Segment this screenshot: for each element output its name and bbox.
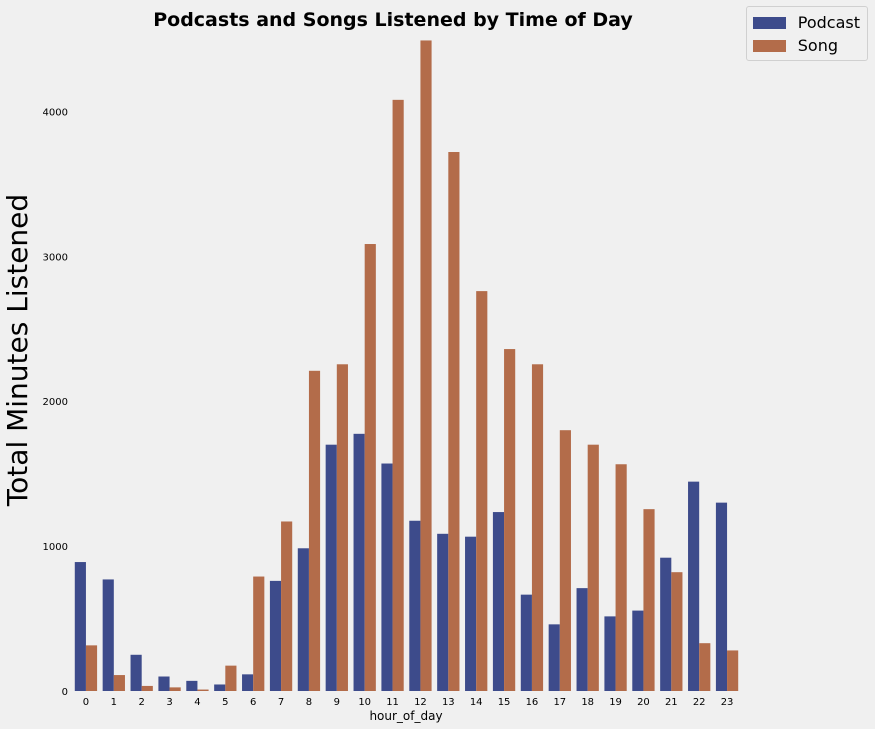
bar-song-9 [336, 364, 348, 691]
y-tick-label: 4000 [43, 107, 68, 118]
x-tick-label: 20 [637, 697, 650, 708]
bar-podcast-7 [269, 580, 282, 691]
x-tick-label: 12 [414, 697, 427, 708]
y-axis-label: Total Minutes Listened [1, 194, 34, 507]
x-tick-label: 4 [194, 697, 200, 708]
y-tick-label: 3000 [43, 252, 68, 263]
chart-title: Podcasts and Songs Listened by Time of D… [153, 9, 633, 31]
bar-podcast-23 [715, 502, 728, 691]
bar-podcast-22 [688, 481, 700, 691]
x-tick-label: 22 [693, 697, 706, 708]
bar-song-11 [392, 99, 404, 692]
bar-song-4 [197, 689, 209, 691]
x-tick-label: 3 [166, 697, 172, 708]
bar-song-0 [85, 645, 98, 691]
bar-song-13 [448, 152, 460, 691]
bar-podcast-15 [492, 512, 505, 691]
bar-podcast-2 [130, 654, 142, 691]
bar-song-5 [225, 665, 237, 691]
legend-item-podcast: Podcast [752, 11, 860, 34]
bar-podcast-21 [660, 557, 672, 691]
bar-podcast-19 [604, 616, 616, 691]
x-axis-label: hour_of_day [369, 709, 442, 723]
bar-song-21 [671, 572, 683, 691]
bar-podcast-0 [74, 562, 86, 691]
y-tick-label: 0 [62, 687, 68, 698]
bar-song-20 [643, 509, 655, 691]
legend-swatch-podcast [752, 16, 786, 29]
bar-podcast-14 [465, 536, 477, 691]
x-tick-label: 23 [721, 697, 734, 708]
bar-podcast-16 [520, 594, 532, 691]
legend-swatch-song [752, 39, 786, 52]
x-tick-label: 14 [470, 697, 483, 708]
bar-podcast-9 [325, 444, 337, 691]
x-tick-label: 9 [334, 697, 340, 708]
x-tick-label: 15 [498, 697, 511, 708]
x-tick-label: 21 [665, 697, 678, 708]
bar-song-19 [615, 464, 627, 691]
bar-podcast-13 [437, 533, 449, 691]
bar-song-16 [531, 364, 544, 691]
bar-song-2 [141, 685, 153, 691]
bar-podcast-3 [158, 676, 170, 691]
bar-podcast-1 [102, 579, 114, 691]
bar-podcast-12 [409, 520, 421, 691]
x-ticks-group: 0 1 2 3 4 5 6 7 8 9 10 11 12 13 14 15 16 17 18 19 20 21 22 23 [83, 697, 734, 708]
x-tick-label: 8 [306, 697, 312, 708]
bar-podcast-8 [297, 548, 309, 691]
bar-podcast-18 [576, 588, 588, 691]
legend-label-podcast: Podcast [797, 13, 860, 32]
x-tick-label: 1 [111, 697, 117, 708]
x-tick-label: 18 [581, 697, 594, 708]
bar-song-7 [281, 521, 293, 691]
bar-song-12 [420, 40, 432, 691]
bar-song-8 [308, 370, 321, 691]
x-tick-label: 11 [386, 697, 399, 708]
bar-song-3 [169, 687, 181, 691]
bar-song-17 [559, 430, 571, 691]
bar-podcast-20 [632, 610, 644, 691]
legend-item-song: Song [752, 34, 860, 57]
x-tick-label: 10 [358, 697, 371, 708]
bar-podcast-5 [214, 684, 226, 691]
bar-song-6 [253, 576, 265, 691]
bar-podcast-11 [381, 463, 393, 691]
bar-podcast-17 [548, 624, 560, 691]
bar-song-10 [364, 244, 376, 691]
x-tick-label: 6 [250, 697, 256, 708]
bar-song-15 [504, 349, 516, 691]
x-tick-label: 17 [553, 697, 566, 708]
x-tick-label: 13 [442, 697, 455, 708]
y-tick-label: 2000 [43, 397, 68, 408]
bars-group [74, 40, 739, 692]
bar-song-22 [699, 643, 711, 691]
legend-label-song: Song [797, 36, 839, 55]
x-tick-label: 2 [139, 697, 145, 708]
bar-podcast-10 [353, 433, 365, 691]
bar-song-23 [727, 650, 739, 691]
x-tick-label: 5 [222, 697, 228, 708]
bar-podcast-4 [186, 680, 198, 691]
bar-podcast-6 [242, 674, 254, 691]
y-ticks-group: 0 1000 2000 3000 4000 [43, 107, 68, 698]
legend: Podcast Song [745, 6, 868, 61]
x-tick-label: 16 [526, 697, 539, 708]
y-tick-label: 1000 [43, 542, 68, 553]
x-tick-label: 0 [83, 697, 89, 708]
bar-song-1 [113, 675, 125, 691]
bar-song-14 [476, 291, 488, 691]
x-tick-label: 7 [278, 697, 284, 708]
bar-song-18 [587, 444, 599, 691]
x-tick-label: 19 [609, 697, 622, 708]
